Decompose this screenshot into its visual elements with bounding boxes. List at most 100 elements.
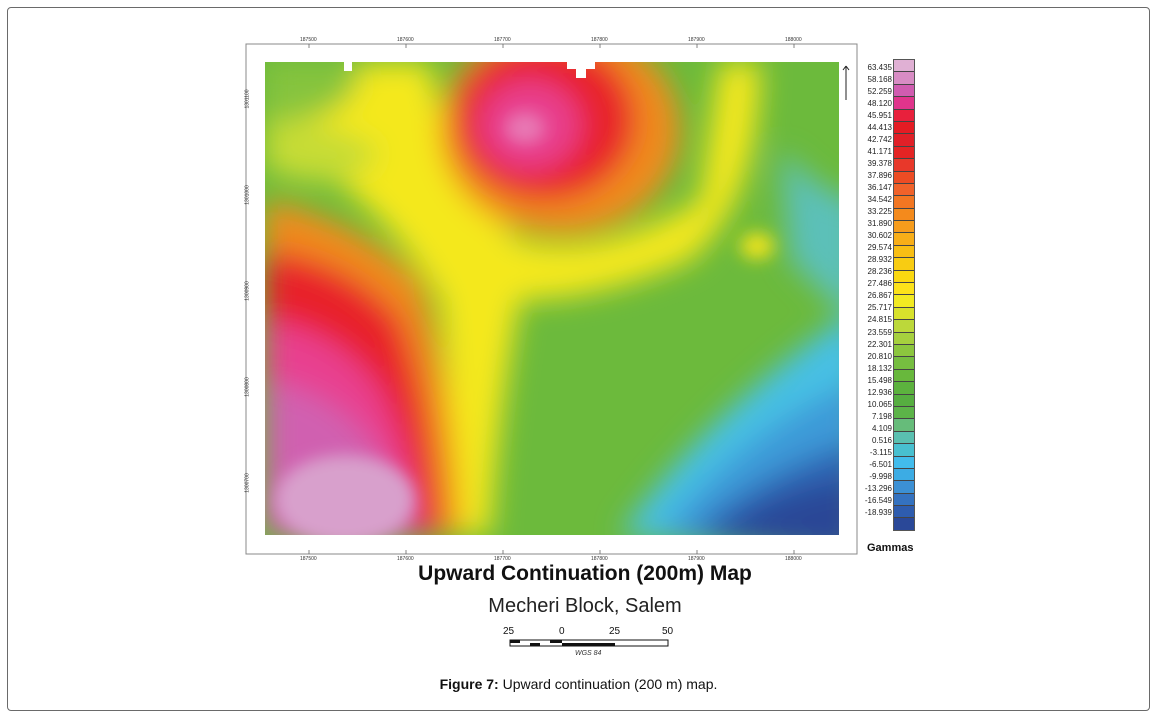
map-notch [567, 61, 595, 69]
legend-title: Gammas [867, 542, 914, 554]
legend-swatch [894, 109, 914, 122]
legend-swatch [894, 60, 914, 73]
legend-swatch [894, 307, 914, 321]
y-tick-label: 1300900 [244, 281, 251, 301]
legend-value: -16.549 [864, 495, 892, 505]
anomaly-surface [265, 62, 839, 535]
x-tick-label: 187600 [397, 556, 414, 562]
legend-value: 28.932 [867, 255, 892, 265]
x-tick-label: 187900 [688, 556, 705, 562]
legend-swatch [894, 444, 914, 457]
legend-swatch [894, 97, 914, 110]
scale-label: 0 [559, 626, 565, 637]
legend-value: 25.717 [867, 303, 892, 313]
legend-swatch [894, 233, 914, 246]
legend-value: 34.542 [867, 195, 892, 205]
scale-label: 25 [503, 626, 515, 637]
legend-swatch [894, 468, 914, 482]
legend-value: 44.413 [867, 123, 892, 133]
legend-value: 48.120 [867, 99, 892, 109]
legend-value: 29.574 [867, 243, 892, 253]
legend-swatch [894, 481, 914, 494]
x-tick-label: 187700 [494, 37, 511, 43]
legend-value: 26.867 [867, 291, 892, 301]
x-tick-label: 187900 [688, 37, 705, 43]
legend-value: 52.259 [867, 87, 892, 97]
legend-swatch [894, 456, 914, 469]
map-subtitle: Mecheri Block, Salem [488, 595, 682, 617]
legend-swatch [894, 357, 914, 370]
legend-swatch [894, 506, 914, 519]
legend-swatch [894, 196, 914, 209]
legend-value: 33.225 [867, 207, 892, 217]
legend-swatch [894, 183, 914, 197]
legend-value: 10.065 [867, 399, 892, 409]
legend-value: 7.198 [871, 411, 892, 421]
legend-value: 24.815 [867, 315, 892, 325]
legend-swatch [894, 406, 914, 420]
legend-swatch [894, 344, 914, 358]
legend-value: 31.890 [867, 219, 892, 229]
x-tick-label: 188000 [785, 556, 802, 562]
legend-swatch [894, 84, 914, 98]
legend-value: 20.810 [867, 351, 892, 361]
legend-swatch [894, 320, 914, 333]
caption-label: Figure 7: [439, 676, 499, 692]
legend-swatch [894, 121, 914, 135]
legend-value: -13.296 [864, 483, 892, 493]
legend-value: 41.171 [867, 147, 892, 157]
legend-swatch [894, 221, 914, 234]
north-arrow-icon [842, 65, 850, 100]
legend-value: -18.939 [864, 507, 892, 517]
legend-value: 42.742 [867, 135, 892, 145]
legend-swatch [894, 283, 914, 296]
scale-label: 50 [662, 626, 674, 637]
legend-swatch [894, 382, 914, 395]
legend-value: 4.109 [871, 423, 892, 433]
legend-swatch [894, 431, 914, 445]
legend-swatch [894, 72, 914, 85]
legend-value: 12.936 [867, 387, 892, 397]
legend-value: -9.998 [869, 471, 892, 481]
scale-label: 25 [609, 626, 621, 637]
figure-frame [7, 7, 1150, 711]
y-tick-label: 1300700 [244, 473, 251, 493]
map-notch [576, 66, 586, 78]
legend-value: 30.602 [867, 231, 892, 241]
legend-value: 23.559 [867, 327, 892, 337]
y-tick-label: 1301000 [244, 185, 251, 205]
legend-swatch [894, 332, 914, 345]
legend-swatch [894, 245, 914, 259]
legend-swatch [894, 295, 914, 308]
legend-swatch [894, 493, 914, 507]
legend-value: 0.516 [871, 435, 892, 445]
legend-value: -3.115 [869, 447, 892, 457]
legend-swatch [894, 258, 914, 271]
map-notch [344, 61, 352, 71]
legend-swatch [894, 394, 914, 407]
legend-swatch [894, 146, 914, 160]
legend-value: 63.435 [867, 63, 892, 72]
legend-swatch [894, 419, 914, 432]
x-tick-label: 187500 [300, 37, 317, 43]
legend-value: 39.378 [867, 159, 892, 169]
x-tick-label: 188000 [785, 37, 802, 43]
legend-swatch [894, 208, 914, 222]
scale-datum: WGS 84 [575, 650, 602, 657]
legend-swatch [894, 159, 914, 172]
legend-value: -6.501 [869, 459, 892, 469]
scale-bar [509, 639, 669, 647]
legend-swatch [894, 369, 914, 383]
x-tick-label: 187500 [300, 556, 317, 562]
legend-value: 36.147 [867, 183, 892, 193]
legend-swatch [894, 270, 914, 284]
legend-value: 37.896 [867, 171, 892, 181]
legend-swatch [894, 171, 914, 184]
legend-swatch [894, 134, 914, 147]
legend-value: 28.236 [867, 267, 892, 277]
legend-value: 27.486 [867, 279, 892, 289]
map-title: Upward Continuation (200m) Map [418, 562, 752, 585]
y-tick-label: 1300800 [244, 377, 251, 397]
caption-text: Upward continuation (200 m) map. [498, 676, 718, 692]
